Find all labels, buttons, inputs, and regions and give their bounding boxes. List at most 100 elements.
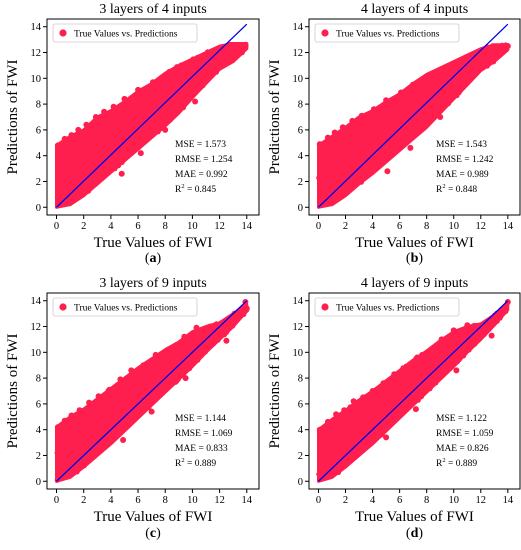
scatter-point <box>162 126 169 133</box>
scatter-point <box>54 450 60 456</box>
reference-line <box>56 300 248 482</box>
scatter-point <box>486 326 492 332</box>
y-tick-label: 6 <box>36 125 41 136</box>
scatter-point <box>140 100 147 106</box>
scatter-point <box>327 158 333 165</box>
x-tick-label: 10 <box>187 221 198 232</box>
scatter-point <box>56 468 62 474</box>
scatter-point <box>344 136 350 142</box>
scatter-point <box>337 430 343 436</box>
scatter-point <box>378 132 384 138</box>
scatter-point <box>423 87 429 93</box>
scatter-point <box>92 175 98 181</box>
scatter-point <box>465 68 471 74</box>
scatter-point <box>84 453 90 459</box>
scatter-point <box>242 41 249 48</box>
scatter-point <box>393 98 399 104</box>
scatter-point <box>424 114 430 120</box>
x-tick-label: 6 <box>397 221 402 232</box>
scatter-point <box>115 163 122 169</box>
scatter-point <box>108 402 114 408</box>
scatter-point <box>167 117 173 123</box>
scatter-point <box>96 405 102 411</box>
scatter-point <box>100 154 106 160</box>
metric-text: MSE = 1.543 <box>436 140 487 150</box>
scatter-point <box>150 380 156 386</box>
scatter-point <box>489 43 496 50</box>
scatter-point <box>114 157 120 163</box>
chart-title: 4 layers of 4 inputs <box>361 2 468 17</box>
scatter-point <box>349 117 356 124</box>
x-tick-label: 0 <box>54 495 59 506</box>
scatter-point <box>442 368 448 374</box>
scatter-point <box>207 71 213 77</box>
scatter-point <box>445 101 451 107</box>
scatter-point <box>380 138 386 144</box>
x-tick-label: 2 <box>343 495 348 506</box>
scatter-point <box>81 446 87 452</box>
scatter-point <box>436 73 442 80</box>
scatter-point <box>160 352 167 358</box>
scatter-point <box>241 311 247 317</box>
scatter-point <box>192 98 199 105</box>
y-tick-label: 12 <box>293 322 304 333</box>
scatter-point <box>150 79 156 86</box>
scatter-point <box>359 123 365 129</box>
scatter-point <box>415 388 421 394</box>
metric-r2-value: 0.889 <box>456 459 478 469</box>
scatter-point <box>398 409 404 415</box>
scatter-point <box>371 123 377 129</box>
scatter-point <box>96 151 102 157</box>
scatter-point <box>472 325 478 331</box>
scatter-point <box>319 451 325 457</box>
scatter-point <box>389 144 396 150</box>
scatter-point <box>346 434 352 440</box>
scatter-point <box>454 357 460 363</box>
scatter-point <box>132 373 138 379</box>
scatter-point <box>443 77 449 83</box>
scatter-point <box>61 417 68 424</box>
scatter-point <box>433 87 439 93</box>
y-axis-label: Predictions of FWI <box>5 334 21 449</box>
scatter-point <box>229 321 235 327</box>
scatter-point <box>131 409 137 415</box>
x-tick-label: 12 <box>476 221 487 232</box>
scatter-point <box>504 299 511 305</box>
scatter-point <box>72 139 78 145</box>
x-tick-label: 4 <box>370 495 376 506</box>
scatter-point <box>418 358 424 364</box>
scatter-point <box>382 428 388 434</box>
scatter-point <box>395 134 401 141</box>
scatter-point <box>458 79 464 85</box>
scatter-point <box>89 183 95 189</box>
scatter-point <box>452 349 458 356</box>
scatter-point <box>123 420 129 426</box>
scatter-point <box>73 132 79 138</box>
scatter-point <box>417 99 423 106</box>
scatter-point <box>364 409 370 415</box>
scatter-point <box>427 386 433 392</box>
scatter-point <box>442 95 448 101</box>
scatter-point <box>97 127 103 133</box>
scatter-point <box>331 129 338 136</box>
scatter-point <box>345 440 351 446</box>
x-tick-label: 4 <box>370 221 376 232</box>
scatter-point <box>227 41 234 48</box>
scatter-point <box>454 341 460 348</box>
x-tick-label: 8 <box>163 495 168 506</box>
y-tick-label: 2 <box>36 177 41 188</box>
scatter-point <box>128 367 135 374</box>
scatter-point <box>405 129 411 135</box>
x-tick-label: 10 <box>187 495 198 506</box>
x-tick-label: 14 <box>503 495 514 506</box>
scatter-point <box>81 157 87 163</box>
scatter-point <box>398 387 404 393</box>
x-tick-label: 12 <box>214 495 225 506</box>
scatter-point <box>177 77 183 83</box>
scatter-point <box>86 128 92 135</box>
scatter-point <box>348 167 354 174</box>
scatter-point <box>414 131 420 137</box>
plot-frame <box>46 18 260 216</box>
legend-label: True Values vs. Predictions <box>336 304 440 314</box>
scatter-point <box>148 408 155 415</box>
